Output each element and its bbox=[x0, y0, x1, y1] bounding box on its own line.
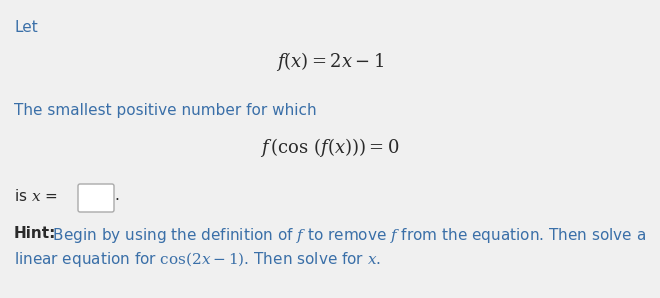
Text: Hint:: Hint: bbox=[14, 226, 56, 241]
Text: linear equation for $\cos(2x - 1)$. Then solve for $x$.: linear equation for $\cos(2x - 1)$. Then… bbox=[14, 250, 381, 269]
Text: The smallest positive number for which: The smallest positive number for which bbox=[14, 103, 317, 118]
Text: Begin by using the definition of $f$ to remove $f$ from the equation. Then solve: Begin by using the definition of $f$ to … bbox=[48, 226, 646, 245]
Text: .: . bbox=[114, 188, 119, 203]
Text: is $x$ =: is $x$ = bbox=[14, 188, 57, 204]
FancyBboxPatch shape bbox=[78, 184, 114, 212]
Text: $f\,(\cos\,(f(x))) = 0$: $f\,(\cos\,(f(x))) = 0$ bbox=[260, 136, 400, 159]
Text: Let: Let bbox=[14, 20, 38, 35]
Text: $f(x) = 2x - 1$: $f(x) = 2x - 1$ bbox=[276, 50, 384, 73]
